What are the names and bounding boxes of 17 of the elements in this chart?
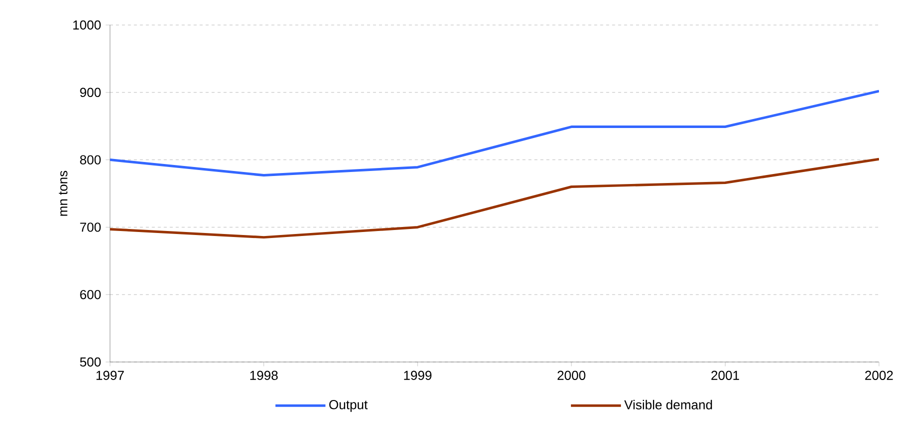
x-tick-label: 2001 (711, 370, 740, 380)
y-axis-title: mn tons (58, 170, 68, 216)
y-tick-label: 700 (80, 222, 101, 232)
x-tick-label: 2002 (865, 370, 893, 380)
x-tick-label: 1997 (96, 370, 124, 380)
x-tick-label: 1999 (404, 370, 432, 380)
x-tick-label: 1998 (250, 370, 278, 380)
y-tick-label: 1000 (73, 20, 101, 30)
y-tick-label: 500 (80, 357, 101, 367)
y-tick-label: 900 (80, 88, 101, 97)
line-series (110, 90, 880, 177)
legend-label: Visible demand (624, 400, 712, 410)
x-tick-label: 2000 (558, 370, 586, 380)
legend-label: Output (329, 400, 368, 412)
y-tick-label: 600 (80, 290, 101, 300)
line-series (110, 158, 880, 239)
y-tick-label: 800 (80, 155, 101, 164)
